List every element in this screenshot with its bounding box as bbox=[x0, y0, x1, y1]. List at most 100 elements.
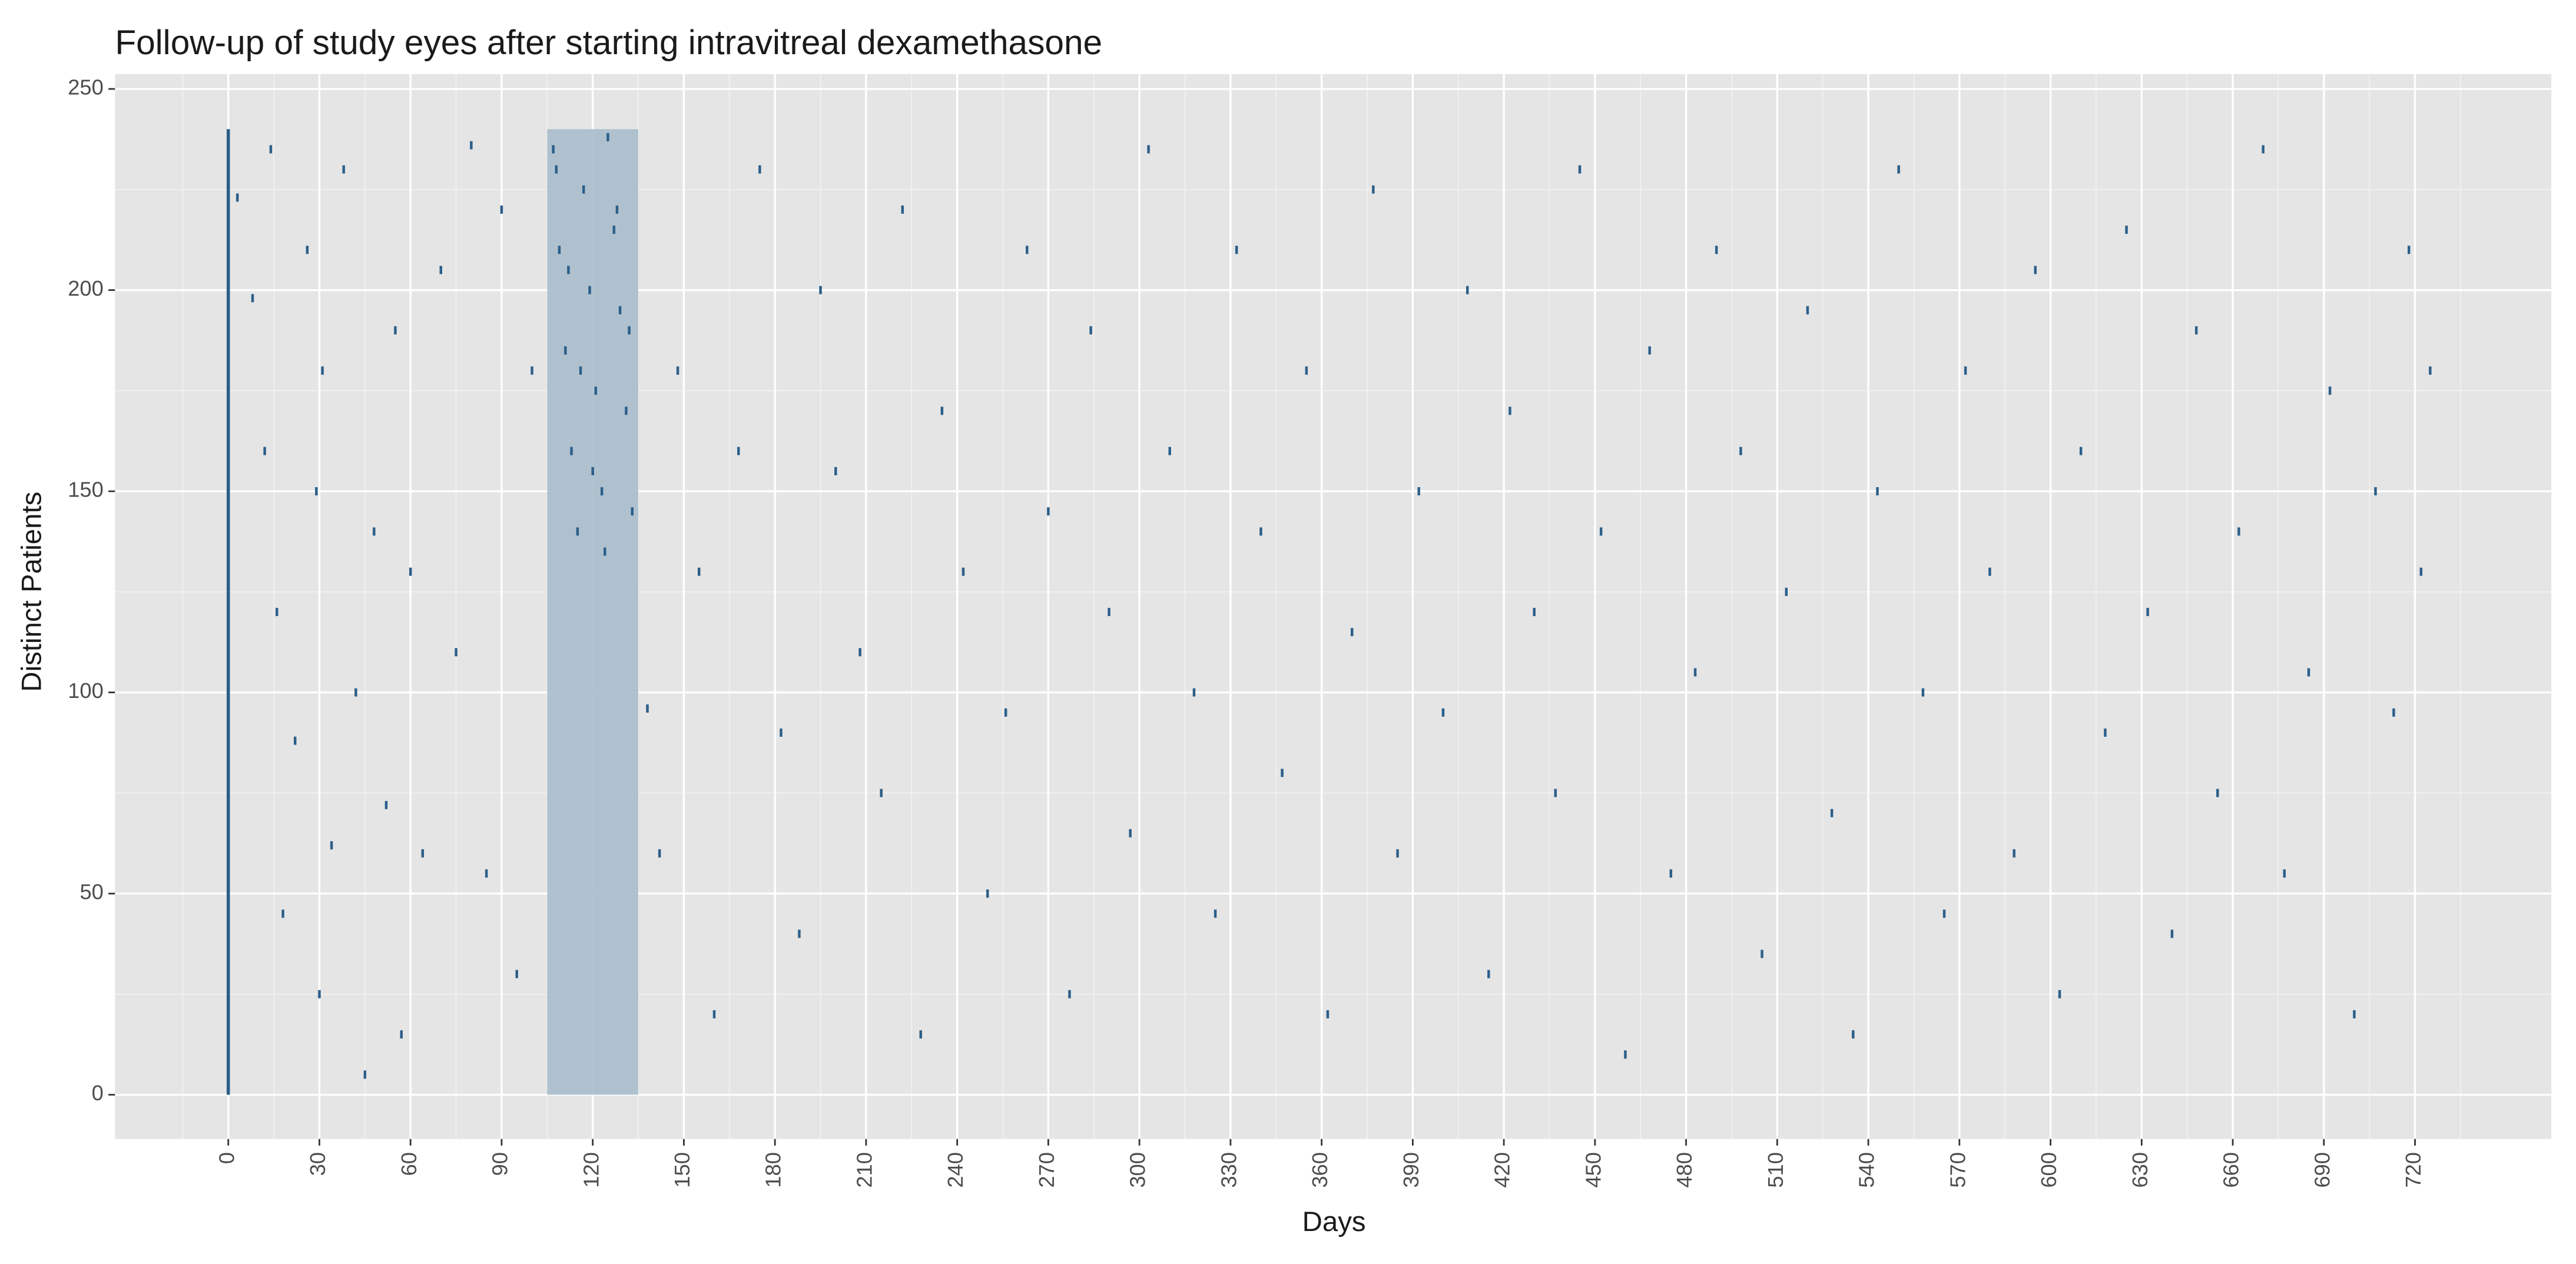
point bbox=[582, 185, 585, 194]
point bbox=[558, 246, 561, 254]
point bbox=[2034, 266, 2037, 274]
point bbox=[737, 446, 740, 455]
x-tick-label: 240 bbox=[943, 1152, 967, 1188]
point bbox=[570, 446, 573, 455]
point bbox=[1487, 969, 1490, 978]
point bbox=[567, 266, 570, 274]
x-tick-label: 510 bbox=[1763, 1152, 1788, 1188]
x-tick-label: 150 bbox=[670, 1152, 694, 1188]
point bbox=[962, 567, 965, 576]
point bbox=[515, 969, 518, 978]
point bbox=[1026, 246, 1029, 254]
point bbox=[604, 547, 606, 556]
x-tick-label: 600 bbox=[2037, 1152, 2061, 1188]
point bbox=[1852, 1030, 1855, 1039]
point bbox=[236, 193, 239, 202]
point bbox=[315, 487, 318, 496]
point bbox=[919, 1030, 922, 1039]
point bbox=[1047, 507, 1050, 516]
point bbox=[901, 205, 904, 214]
point bbox=[1396, 849, 1399, 858]
point bbox=[1509, 406, 1511, 415]
point bbox=[251, 294, 254, 303]
point bbox=[1693, 668, 1697, 677]
point bbox=[625, 406, 628, 415]
point bbox=[409, 567, 412, 576]
point bbox=[2283, 869, 2286, 878]
point bbox=[1648, 346, 1651, 355]
point bbox=[1147, 145, 1150, 154]
x-axis-label: Days bbox=[1302, 1206, 1366, 1237]
x-tick-label: 660 bbox=[2219, 1152, 2243, 1188]
x-tick-label: 360 bbox=[1308, 1152, 1332, 1188]
point bbox=[1921, 688, 1925, 697]
chart-title: Follow-up of study eyes after starting i… bbox=[115, 24, 1102, 62]
point bbox=[363, 1070, 367, 1079]
x-tick-label: 690 bbox=[2310, 1152, 2334, 1188]
point bbox=[588, 286, 591, 295]
point bbox=[2419, 567, 2423, 576]
point bbox=[2307, 668, 2310, 677]
point bbox=[2125, 226, 2128, 234]
point bbox=[880, 789, 883, 798]
point bbox=[1235, 246, 1238, 254]
x-tick-label: 390 bbox=[1399, 1152, 1423, 1188]
point bbox=[2408, 246, 2411, 254]
x-tick-label: 450 bbox=[1581, 1152, 1605, 1188]
point bbox=[400, 1030, 403, 1039]
point bbox=[1669, 869, 1673, 878]
point bbox=[439, 266, 443, 274]
point bbox=[780, 728, 783, 737]
point bbox=[2170, 929, 2174, 938]
point bbox=[579, 366, 582, 375]
point bbox=[631, 507, 634, 516]
point bbox=[2429, 366, 2432, 375]
y-tick-label: 250 bbox=[68, 75, 104, 100]
point bbox=[1192, 688, 1196, 697]
point bbox=[2237, 527, 2240, 536]
point bbox=[697, 567, 701, 576]
point bbox=[1326, 1010, 1330, 1018]
point bbox=[1281, 769, 1284, 777]
point bbox=[2328, 386, 2332, 395]
point bbox=[2262, 145, 2265, 154]
x-tick-label: 90 bbox=[488, 1152, 512, 1176]
x-tick-label: 570 bbox=[1945, 1152, 1970, 1188]
y-tick-label: 200 bbox=[68, 276, 104, 300]
x-tick-label: 180 bbox=[761, 1152, 785, 1188]
point bbox=[263, 446, 266, 455]
point bbox=[2374, 487, 2377, 496]
x-tick-label: 270 bbox=[1035, 1152, 1059, 1188]
point bbox=[1964, 366, 1967, 375]
point bbox=[612, 226, 616, 234]
point bbox=[306, 246, 309, 254]
point bbox=[485, 869, 488, 878]
point bbox=[321, 366, 324, 375]
x-tick-label: 120 bbox=[579, 1152, 603, 1188]
x-tick-label: 480 bbox=[1672, 1152, 1696, 1188]
plot-panel bbox=[115, 74, 2552, 1139]
point bbox=[421, 849, 425, 858]
point bbox=[628, 326, 631, 335]
point bbox=[1578, 165, 1582, 174]
point bbox=[269, 145, 273, 154]
y-tick-label: 150 bbox=[68, 478, 104, 502]
x-tick-label: 0 bbox=[214, 1152, 238, 1164]
point bbox=[2058, 990, 2061, 998]
point bbox=[658, 849, 661, 858]
point bbox=[2146, 607, 2149, 616]
point bbox=[384, 800, 388, 809]
x-tick-label: 420 bbox=[1490, 1152, 1514, 1188]
point bbox=[834, 466, 837, 475]
x-tick-label: 300 bbox=[1126, 1152, 1150, 1188]
point bbox=[1466, 286, 1469, 295]
y-tick-label: 100 bbox=[68, 679, 104, 703]
point bbox=[354, 688, 357, 697]
y-axis-label: Distinct Patients bbox=[16, 492, 48, 692]
point bbox=[1715, 246, 1718, 254]
x-tick-label: 210 bbox=[852, 1152, 876, 1188]
point bbox=[552, 145, 555, 154]
point bbox=[1068, 990, 1071, 998]
point bbox=[564, 346, 567, 355]
